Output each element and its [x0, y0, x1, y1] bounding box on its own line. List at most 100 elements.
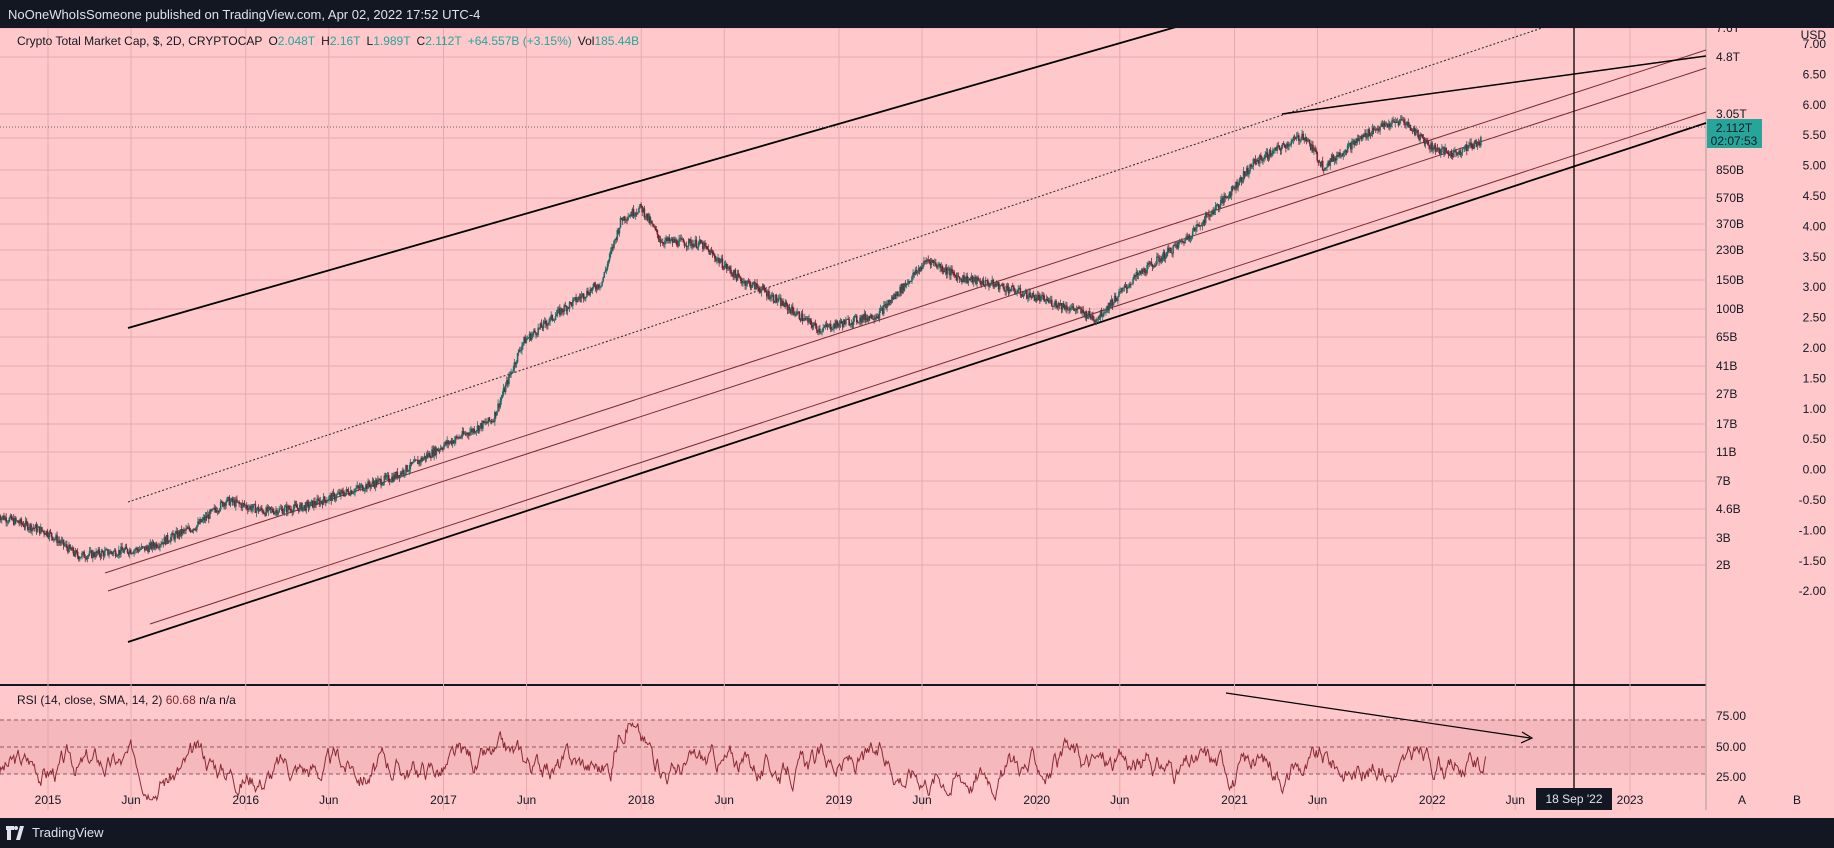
candle-body: [1358, 138, 1361, 142]
candle-body: [883, 304, 885, 314]
candle-body: [226, 497, 228, 502]
candle-body: [383, 475, 386, 483]
candle-body: [496, 411, 498, 416]
candle-body: [1238, 180, 1241, 186]
candle-body: [567, 307, 570, 309]
tradingview-logo[interactable]: TradingView: [6, 825, 104, 840]
candle-body: [1174, 244, 1177, 246]
candle-body: [1254, 159, 1257, 165]
candle-body: [51, 536, 54, 541]
candle-body: [1303, 137, 1306, 141]
candle-body: [876, 316, 879, 318]
candle-body: [1462, 148, 1465, 150]
candle-body: [297, 507, 300, 512]
candle-body: [828, 323, 831, 325]
candle-body: [1085, 311, 1088, 319]
candle-body: [809, 318, 811, 321]
candle-body: [1432, 149, 1434, 151]
candle-body: [1294, 138, 1297, 140]
candle-body: [991, 279, 993, 284]
candle-body: [1152, 265, 1155, 268]
candle-body: [848, 319, 850, 326]
candle-body: [1279, 149, 1282, 151]
candle-body: [305, 502, 308, 511]
candle-body: [288, 505, 290, 510]
price-axis-label: 150B: [1716, 273, 1744, 287]
candle-body: [538, 327, 541, 329]
price-axis-label: 230B: [1716, 243, 1744, 257]
candle-body: [71, 547, 74, 551]
candle-body: [894, 294, 897, 296]
candle-body: [1405, 123, 1407, 126]
candle-body: [209, 510, 211, 519]
candle-body: [984, 280, 987, 287]
candle-body: [540, 323, 543, 328]
candle-body: [466, 432, 469, 435]
candle-body: [875, 317, 878, 319]
candle-body: [1433, 144, 1436, 150]
candle-body: [661, 241, 664, 244]
candle-body: [491, 421, 494, 423]
candle-body: [1068, 309, 1070, 311]
publisher-bar: NoOneWhoIsSomeone published on TradingVi…: [0, 0, 1834, 28]
rsi-line: [0, 721, 1487, 802]
rsi-legend[interactable]: RSI (14, close, SMA, 14, 2) 60.68 n/a n/…: [17, 693, 236, 707]
candle-body: [744, 280, 746, 286]
candle-body: [1142, 269, 1144, 272]
candle-body: [862, 315, 865, 320]
candle-body: [251, 508, 253, 511]
candle-body: [207, 514, 210, 519]
candle-body: [347, 490, 350, 495]
candle-body: [253, 504, 256, 506]
candle-body: [757, 286, 759, 288]
price-axis-label: 370B: [1716, 217, 1744, 231]
rsi-series: [0, 692, 1534, 802]
candle-body: [408, 469, 411, 471]
symbol-legend[interactable]: Crypto Total Market Cap, $, 2D, CRYPTOCA…: [17, 34, 640, 48]
candle-body: [392, 476, 394, 482]
candle-body: [16, 520, 18, 522]
candle-body: [1248, 171, 1250, 175]
candle-body: [950, 268, 952, 276]
candle-body: [295, 505, 298, 508]
candle-body: [523, 337, 525, 343]
candle-body: [539, 323, 542, 329]
candle-body: [1263, 158, 1265, 160]
scale-b-button[interactable]: B: [1793, 793, 1801, 807]
candle-body: [167, 541, 170, 543]
candle-body: [643, 208, 646, 218]
candle-body: [1157, 256, 1159, 258]
candle-body: [918, 268, 921, 272]
candle-body: [1115, 299, 1118, 302]
candle-body: [95, 551, 97, 557]
candle-body: [49, 531, 52, 533]
candle-body: [398, 475, 401, 478]
candle-body: [524, 337, 526, 344]
candle-body: [140, 546, 143, 550]
candle-body: [1230, 186, 1233, 196]
candle-body: [751, 282, 754, 287]
scale-a-button[interactable]: A: [1738, 793, 1746, 807]
rsi-axis-label: 75.00: [1716, 709, 1746, 723]
candle-body: [410, 462, 413, 465]
candle-body: [615, 239, 617, 240]
candle-body: [397, 475, 400, 478]
candle-body: [11, 518, 14, 520]
candle-body: [1348, 143, 1351, 144]
candle-body: [1242, 171, 1245, 181]
candle-body: [1448, 154, 1451, 156]
candle-body: [915, 270, 918, 274]
candle-body: [229, 501, 232, 506]
chart-canvas[interactable]: 7.6T4.8T3.05T1.35T850B570B370B230B150B10…: [0, 28, 1834, 818]
candle-body: [905, 283, 908, 286]
time-axis-label: 2018: [628, 793, 655, 807]
candle-body: [301, 503, 303, 511]
candle-body: [728, 266, 730, 269]
candle-body: [499, 400, 502, 408]
candle-body: [461, 431, 464, 437]
candle-body: [1033, 295, 1036, 301]
candle-body: [395, 471, 398, 479]
candle-body: [931, 260, 934, 262]
candle-body: [1386, 123, 1389, 128]
candle-body: [113, 550, 116, 552]
